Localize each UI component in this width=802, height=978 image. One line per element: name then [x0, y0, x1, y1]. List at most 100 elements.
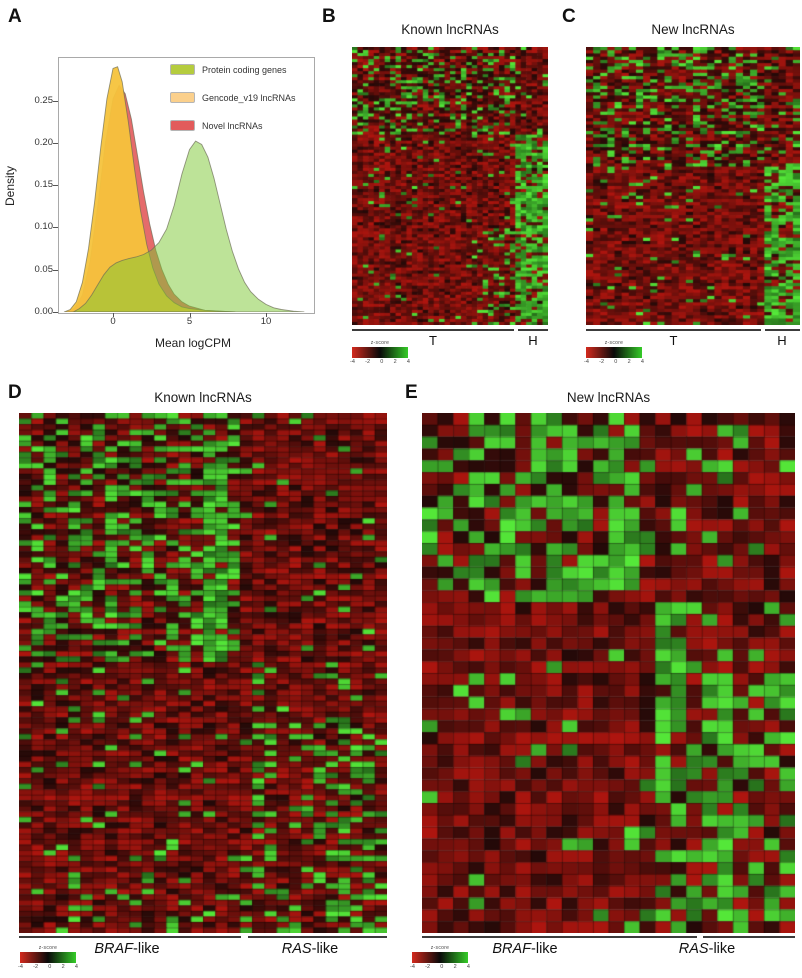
legend-item: Novel lncRNAs — [170, 120, 263, 131]
colorbar-d-ticks: -4 -2 0 2 4 — [18, 964, 78, 970]
colorbar-c-ticks: -4 -2 0 2 4 — [584, 359, 644, 365]
colorbar-b-ticks: -4 -2 0 2 4 — [350, 359, 410, 365]
ras-rest: -like — [311, 941, 339, 957]
y-tick-label: 0.25 — [34, 94, 54, 106]
y-tick-label: 0.20 — [34, 136, 54, 148]
colorbar-tick-label: 4 — [640, 359, 644, 365]
group-line-braf-d — [19, 936, 241, 938]
legend-label: Gencode_v19 lncRNAs — [202, 92, 296, 103]
colorbar-tick-label: 2 — [393, 359, 397, 365]
group-line-h-b — [518, 329, 548, 331]
group-label-h-b: H — [528, 333, 538, 348]
y-tick-mark — [53, 142, 58, 144]
panel-label-a: A — [8, 6, 22, 27]
x-tick-mark — [266, 313, 267, 317]
heatmap-e-title: New lncRNAs — [566, 390, 651, 405]
colorbar-tick-label: 4 — [466, 964, 470, 970]
colorbar-tick-label: -4 — [584, 359, 589, 365]
group-label-braf-d: BRAF-like — [57, 941, 197, 957]
legend-swatch — [170, 92, 195, 103]
y-tick-label: 0.10 — [34, 221, 54, 233]
legend-label: Novel lncRNAs — [202, 120, 263, 131]
braf-italic: BRAF — [94, 941, 134, 957]
heatmap-d-title: Known lncRNAs — [154, 390, 252, 405]
x-tick-mark — [189, 313, 191, 317]
group-label-t-c: T — [669, 333, 678, 348]
colorbar-b — [352, 347, 408, 358]
braf-rest: -like — [133, 941, 160, 957]
x-tick-label: 10 — [260, 316, 272, 327]
group-label-h-c: H — [777, 333, 787, 348]
density-curves — [63, 66, 305, 312]
colorbar-tick-label: 4 — [406, 359, 410, 365]
colorbar-tick-label: 2 — [61, 964, 65, 970]
heatmap-c-title: New lncRNAs — [651, 22, 735, 37]
group-label-t-b: T — [429, 333, 437, 348]
y-tick-label: 0.15 — [34, 179, 54, 191]
colorbar-tick-label: 0 — [440, 964, 444, 970]
colorbar-c-label: z-score — [604, 340, 624, 346]
colorbar-tick-label: -2 — [33, 964, 39, 970]
panel-label-d: D — [8, 382, 22, 403]
braf-italic-e: BRAF — [492, 941, 532, 957]
panel-label-c: C — [562, 6, 576, 27]
colorbar-tick-label: 4 — [74, 964, 78, 970]
group-label-ras-e: RAS-like — [637, 941, 777, 957]
x-axis-label: Mean logCPM — [154, 336, 232, 350]
heatmap-e-canvas — [422, 413, 795, 933]
x-tick-label: 0 — [110, 316, 116, 327]
colorbar-tick-label: -4 — [410, 964, 415, 970]
colorbar-d-label: z-score — [38, 945, 58, 951]
x-tick-label: 5 — [186, 316, 193, 327]
y-tick-label: 0.00 — [34, 306, 54, 317]
colorbar-e — [412, 952, 468, 963]
colorbar-tick-label: -2 — [425, 964, 431, 970]
colorbar-c — [586, 347, 642, 358]
heatmap-d-canvas — [19, 413, 387, 933]
ras-italic: RAS — [281, 941, 312, 957]
panel-label-e: E — [405, 382, 418, 403]
colorbar-tick-label: -4 — [18, 964, 23, 970]
colorbar-e-ticks: -4 -2 0 2 4 — [410, 964, 470, 970]
colorbar-b-label: z-score — [370, 340, 390, 346]
y-tick-mark — [53, 100, 58, 102]
heatmap-c-canvas — [586, 47, 800, 325]
x-tick-mark — [113, 313, 114, 317]
y-tick-label: 0.05 — [34, 263, 54, 275]
legend-swatch — [170, 64, 195, 75]
panel-label-b: B — [322, 6, 336, 27]
ras-italic-e: RAS — [678, 941, 709, 957]
colorbar-tick-label: 0 — [380, 359, 384, 365]
group-label-braf-e: BRAF-like — [455, 941, 595, 957]
group-line-t-c — [586, 329, 761, 331]
colorbar-d — [20, 952, 76, 963]
braf-rest-e: -like — [531, 941, 558, 957]
heatmap-b-title: Known lncRNAs — [401, 22, 499, 37]
colorbar-tick-label: -4 — [350, 359, 355, 365]
colorbar-e-label: z-score — [430, 945, 450, 951]
group-line-h-c — [765, 329, 800, 331]
group-label-ras-d: RAS-like — [240, 941, 380, 957]
group-line-braf-e — [422, 936, 697, 938]
y-tick-mark — [53, 269, 58, 271]
density-curve-2 — [72, 140, 305, 312]
colorbar-tick-label: 2 — [627, 359, 631, 365]
legend-item: Protein coding genes — [170, 64, 287, 75]
colorbar-tick-label: -2 — [599, 359, 605, 365]
y-tick-mark — [53, 227, 58, 229]
colorbar-tick-label: -2 — [365, 359, 371, 365]
group-line-ras-d — [248, 936, 387, 938]
legend-label: Protein coding genes — [202, 64, 287, 75]
legend-swatch — [170, 120, 195, 131]
y-tick-mark — [53, 185, 58, 187]
y-tick-mark — [53, 312, 58, 313]
legend-item: Gencode_v19 lncRNAs — [170, 92, 296, 103]
group-line-ras-e — [703, 936, 795, 938]
colorbar-tick-label: 2 — [453, 964, 457, 970]
group-line-t-b — [352, 329, 514, 331]
heatmap-b-canvas — [352, 47, 548, 325]
colorbar-tick-label: 0 — [48, 964, 52, 970]
y-axis-label: Density — [3, 166, 17, 207]
colorbar-tick-label: 0 — [614, 359, 618, 365]
